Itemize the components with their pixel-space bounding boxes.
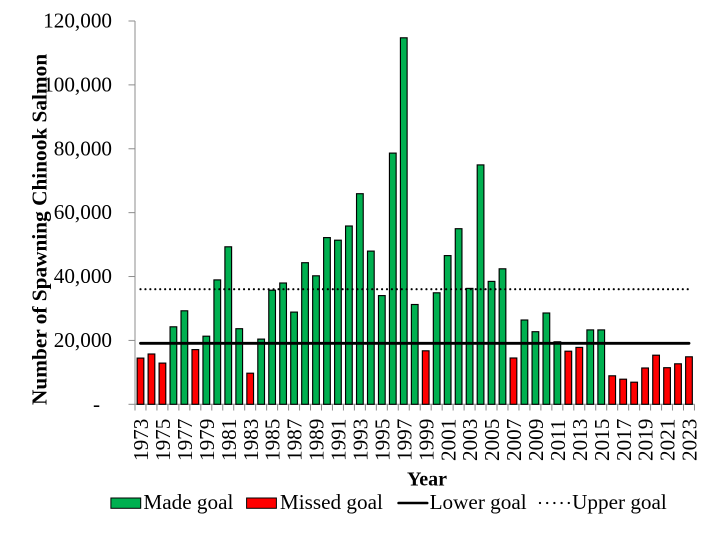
svg-text:Made goal: Made goal xyxy=(143,490,233,514)
svg-text:40,000: 40,000 xyxy=(54,264,112,288)
svg-text:20,000: 20,000 xyxy=(54,328,112,352)
svg-text:1985: 1985 xyxy=(261,419,285,461)
svg-text:Number of Spawning Chinook Sal: Number of Spawning Chinook Salmon xyxy=(28,54,52,405)
svg-text:Missed goal: Missed goal xyxy=(280,490,383,514)
svg-text:1977: 1977 xyxy=(173,419,197,461)
svg-text:-: - xyxy=(93,392,100,416)
svg-text:1993: 1993 xyxy=(348,419,372,461)
svg-text:1995: 1995 xyxy=(370,419,394,461)
svg-text:1991: 1991 xyxy=(327,419,351,461)
svg-text:2009: 2009 xyxy=(524,419,548,461)
svg-text:2015: 2015 xyxy=(590,419,614,461)
svg-text:120,000: 120,000 xyxy=(43,9,112,33)
svg-text:2019: 2019 xyxy=(634,419,658,461)
svg-text:1975: 1975 xyxy=(151,419,175,461)
svg-text:2003: 2003 xyxy=(458,419,482,461)
svg-text:60,000: 60,000 xyxy=(54,200,112,224)
svg-text:1973: 1973 xyxy=(129,419,153,461)
svg-text:1989: 1989 xyxy=(305,419,329,461)
svg-text:Year: Year xyxy=(407,469,447,491)
svg-text:1983: 1983 xyxy=(239,419,263,461)
svg-text:1999: 1999 xyxy=(414,419,438,461)
svg-text:Upper goal: Upper goal xyxy=(572,490,667,514)
svg-text:1981: 1981 xyxy=(217,419,241,461)
svg-text:2007: 2007 xyxy=(502,419,526,461)
svg-text:1979: 1979 xyxy=(195,419,219,461)
svg-text:100,000: 100,000 xyxy=(43,72,112,96)
svg-text:Lower goal: Lower goal xyxy=(430,490,527,514)
svg-text:2005: 2005 xyxy=(480,419,504,461)
svg-text:2011: 2011 xyxy=(546,419,570,461)
svg-text:2013: 2013 xyxy=(568,419,592,461)
svg-text:2001: 2001 xyxy=(436,419,460,461)
svg-text:1997: 1997 xyxy=(392,419,416,461)
svg-text:80,000: 80,000 xyxy=(54,136,112,160)
svg-text:2021: 2021 xyxy=(656,419,680,461)
svg-text:1987: 1987 xyxy=(283,419,307,461)
svg-text:2017: 2017 xyxy=(612,419,636,461)
svg-text:2023: 2023 xyxy=(678,419,702,461)
